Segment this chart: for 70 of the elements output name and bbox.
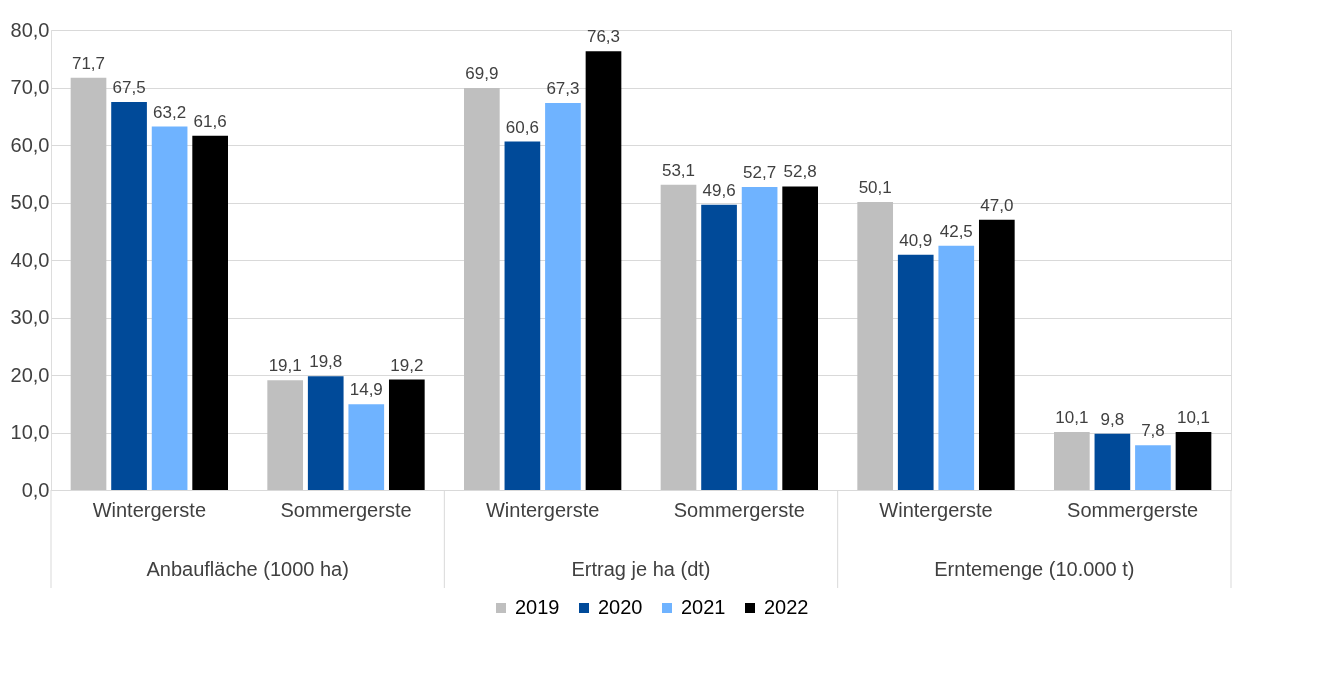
bar bbox=[741, 186, 778, 490]
legend-label: 2019 bbox=[515, 596, 560, 618]
bar bbox=[701, 204, 737, 490]
text: Ertrag je ha (dt) bbox=[571, 558, 711, 580]
bar bbox=[782, 186, 818, 490]
data-label: 52,7 bbox=[743, 162, 777, 182]
y-tick-label: 0,0 bbox=[21, 478, 50, 501]
x-tick-label: Sommergerste bbox=[673, 498, 805, 521]
legend-label: 2020 bbox=[598, 596, 643, 618]
bar bbox=[978, 219, 1015, 490]
bar bbox=[192, 135, 228, 490]
x-tick-label: Sommergerste bbox=[1067, 498, 1199, 521]
bar bbox=[307, 376, 344, 490]
data-label: 76,3 bbox=[586, 27, 621, 47]
y-tick-label: 70,0 bbox=[10, 76, 50, 98]
data-label: 10,1 bbox=[1055, 407, 1089, 427]
y-tick-label: 50,0 bbox=[10, 191, 50, 213]
data-label: 19,1 bbox=[268, 356, 302, 376]
bar bbox=[267, 380, 304, 490]
data-label: 67,5 bbox=[112, 77, 146, 97]
data-label: 63,2 bbox=[153, 102, 187, 122]
data-label: 9,8 bbox=[1100, 409, 1125, 429]
data-label: 47,0 bbox=[980, 195, 1014, 215]
x-tick-label: Wintergerste bbox=[485, 498, 600, 521]
bar bbox=[388, 379, 425, 490]
bar bbox=[1135, 445, 1171, 490]
x-tick-label: Wintergerste bbox=[879, 498, 993, 521]
bar bbox=[660, 184, 697, 490]
data-label: 14,9 bbox=[349, 380, 383, 400]
bar bbox=[545, 103, 581, 490]
bar bbox=[857, 201, 894, 490]
data-label: 71,7 bbox=[71, 53, 106, 73]
data-label: 7,8 bbox=[1141, 421, 1165, 441]
data-label: 19,2 bbox=[390, 355, 424, 375]
x-tick-label: Sommergerste bbox=[280, 498, 412, 521]
bar bbox=[504, 141, 541, 490]
bar bbox=[1094, 433, 1131, 490]
y-tick-label: 20,0 bbox=[10, 363, 50, 386]
text: Erntemenge (10.000 t) bbox=[934, 558, 1135, 580]
data-label: 49,6 bbox=[702, 180, 736, 200]
bar bbox=[70, 77, 107, 490]
bar bbox=[938, 245, 975, 490]
data-label: 19,8 bbox=[309, 352, 343, 372]
data-label: 61,6 bbox=[193, 111, 227, 131]
data-label: 67,3 bbox=[546, 79, 580, 99]
data-label: 52,8 bbox=[783, 162, 817, 182]
bar bbox=[348, 404, 385, 490]
y-tick-label: 30,0 bbox=[10, 306, 50, 328]
bar bbox=[1054, 431, 1090, 490]
bar bbox=[464, 88, 500, 490]
data-label: 40,9 bbox=[899, 230, 933, 250]
data-label: 42,5 bbox=[939, 221, 973, 241]
y-tick-label: 40,0 bbox=[10, 248, 50, 271]
bar bbox=[111, 101, 147, 490]
bar bbox=[585, 51, 622, 490]
x-tick-label: Wintergerste bbox=[92, 498, 207, 521]
data-label: 60,6 bbox=[505, 117, 539, 137]
bar bbox=[151, 126, 188, 490]
legend-label: 2022 bbox=[764, 596, 809, 618]
y-tick-label: 10,0 bbox=[10, 421, 50, 443]
data-label: 50,1 bbox=[858, 177, 892, 197]
y-tick-label: 60,0 bbox=[10, 133, 50, 156]
y-tick-label: 80,0 bbox=[10, 18, 50, 41]
text: Anbaufläche (1000 ha) bbox=[146, 558, 349, 580]
data-label: 10,1 bbox=[1176, 407, 1211, 427]
bar bbox=[1175, 431, 1212, 490]
bar bbox=[897, 254, 934, 490]
legend-label: 2021 bbox=[681, 596, 726, 618]
data-label: 53,1 bbox=[661, 160, 696, 180]
data-label: 69,9 bbox=[465, 64, 499, 84]
